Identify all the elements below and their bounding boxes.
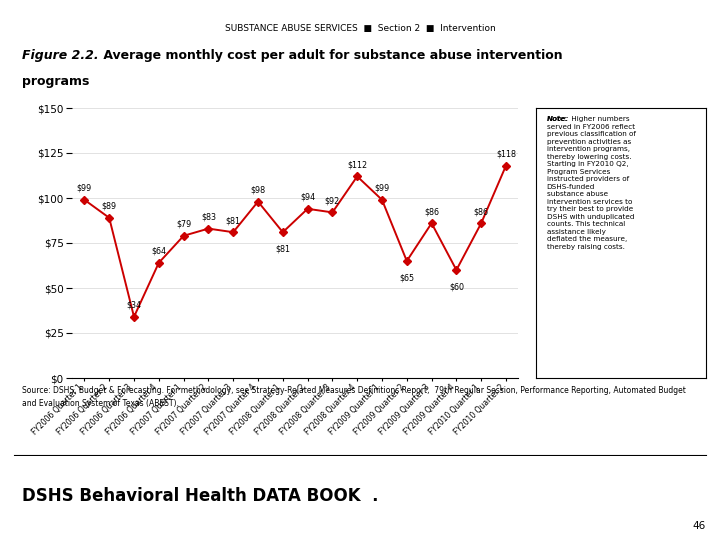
Text: $81: $81 bbox=[225, 216, 240, 225]
Text: $99: $99 bbox=[77, 184, 92, 193]
Text: $99: $99 bbox=[374, 184, 390, 193]
Text: $94: $94 bbox=[300, 193, 315, 202]
Text: $98: $98 bbox=[251, 186, 266, 194]
Text: DSHS Behavioral Health DATA BOOK  .: DSHS Behavioral Health DATA BOOK . bbox=[22, 487, 378, 505]
Text: Average monthly cost per adult for substance abuse intervention: Average monthly cost per adult for subst… bbox=[99, 49, 562, 62]
Text: $89: $89 bbox=[102, 202, 117, 211]
Text: $118: $118 bbox=[496, 150, 516, 159]
Text: $86: $86 bbox=[424, 207, 439, 216]
Text: $34: $34 bbox=[127, 301, 142, 310]
Text: Note:: Note: bbox=[546, 116, 569, 122]
Text: $60: $60 bbox=[449, 282, 464, 292]
Text: $86: $86 bbox=[474, 207, 489, 216]
Text: $64: $64 bbox=[151, 247, 166, 256]
Text: SUBSTANCE ABUSE SERVICES  ■  Section 2  ■  Intervention: SUBSTANCE ABUSE SERVICES ■ Section 2 ■ I… bbox=[225, 24, 495, 33]
Text: Note:  Higher numbers
served in FY2006 reflect
previous classification of
preven: Note: Higher numbers served in FY2006 re… bbox=[546, 116, 636, 249]
Text: $92: $92 bbox=[325, 197, 340, 205]
Text: Source: DSHS, Budget & Forecasting. For methodology, see Strategy-Related Measur: Source: DSHS, Budget & Forecasting. For … bbox=[22, 386, 685, 408]
Text: Figure 2.2.: Figure 2.2. bbox=[22, 49, 98, 62]
Text: $79: $79 bbox=[176, 220, 192, 229]
Text: programs: programs bbox=[22, 75, 89, 88]
Text: $65: $65 bbox=[399, 273, 415, 282]
Text: $112: $112 bbox=[347, 160, 367, 170]
Text: $81: $81 bbox=[275, 245, 290, 254]
Text: 46: 46 bbox=[693, 521, 706, 531]
Text: $83: $83 bbox=[201, 213, 216, 221]
